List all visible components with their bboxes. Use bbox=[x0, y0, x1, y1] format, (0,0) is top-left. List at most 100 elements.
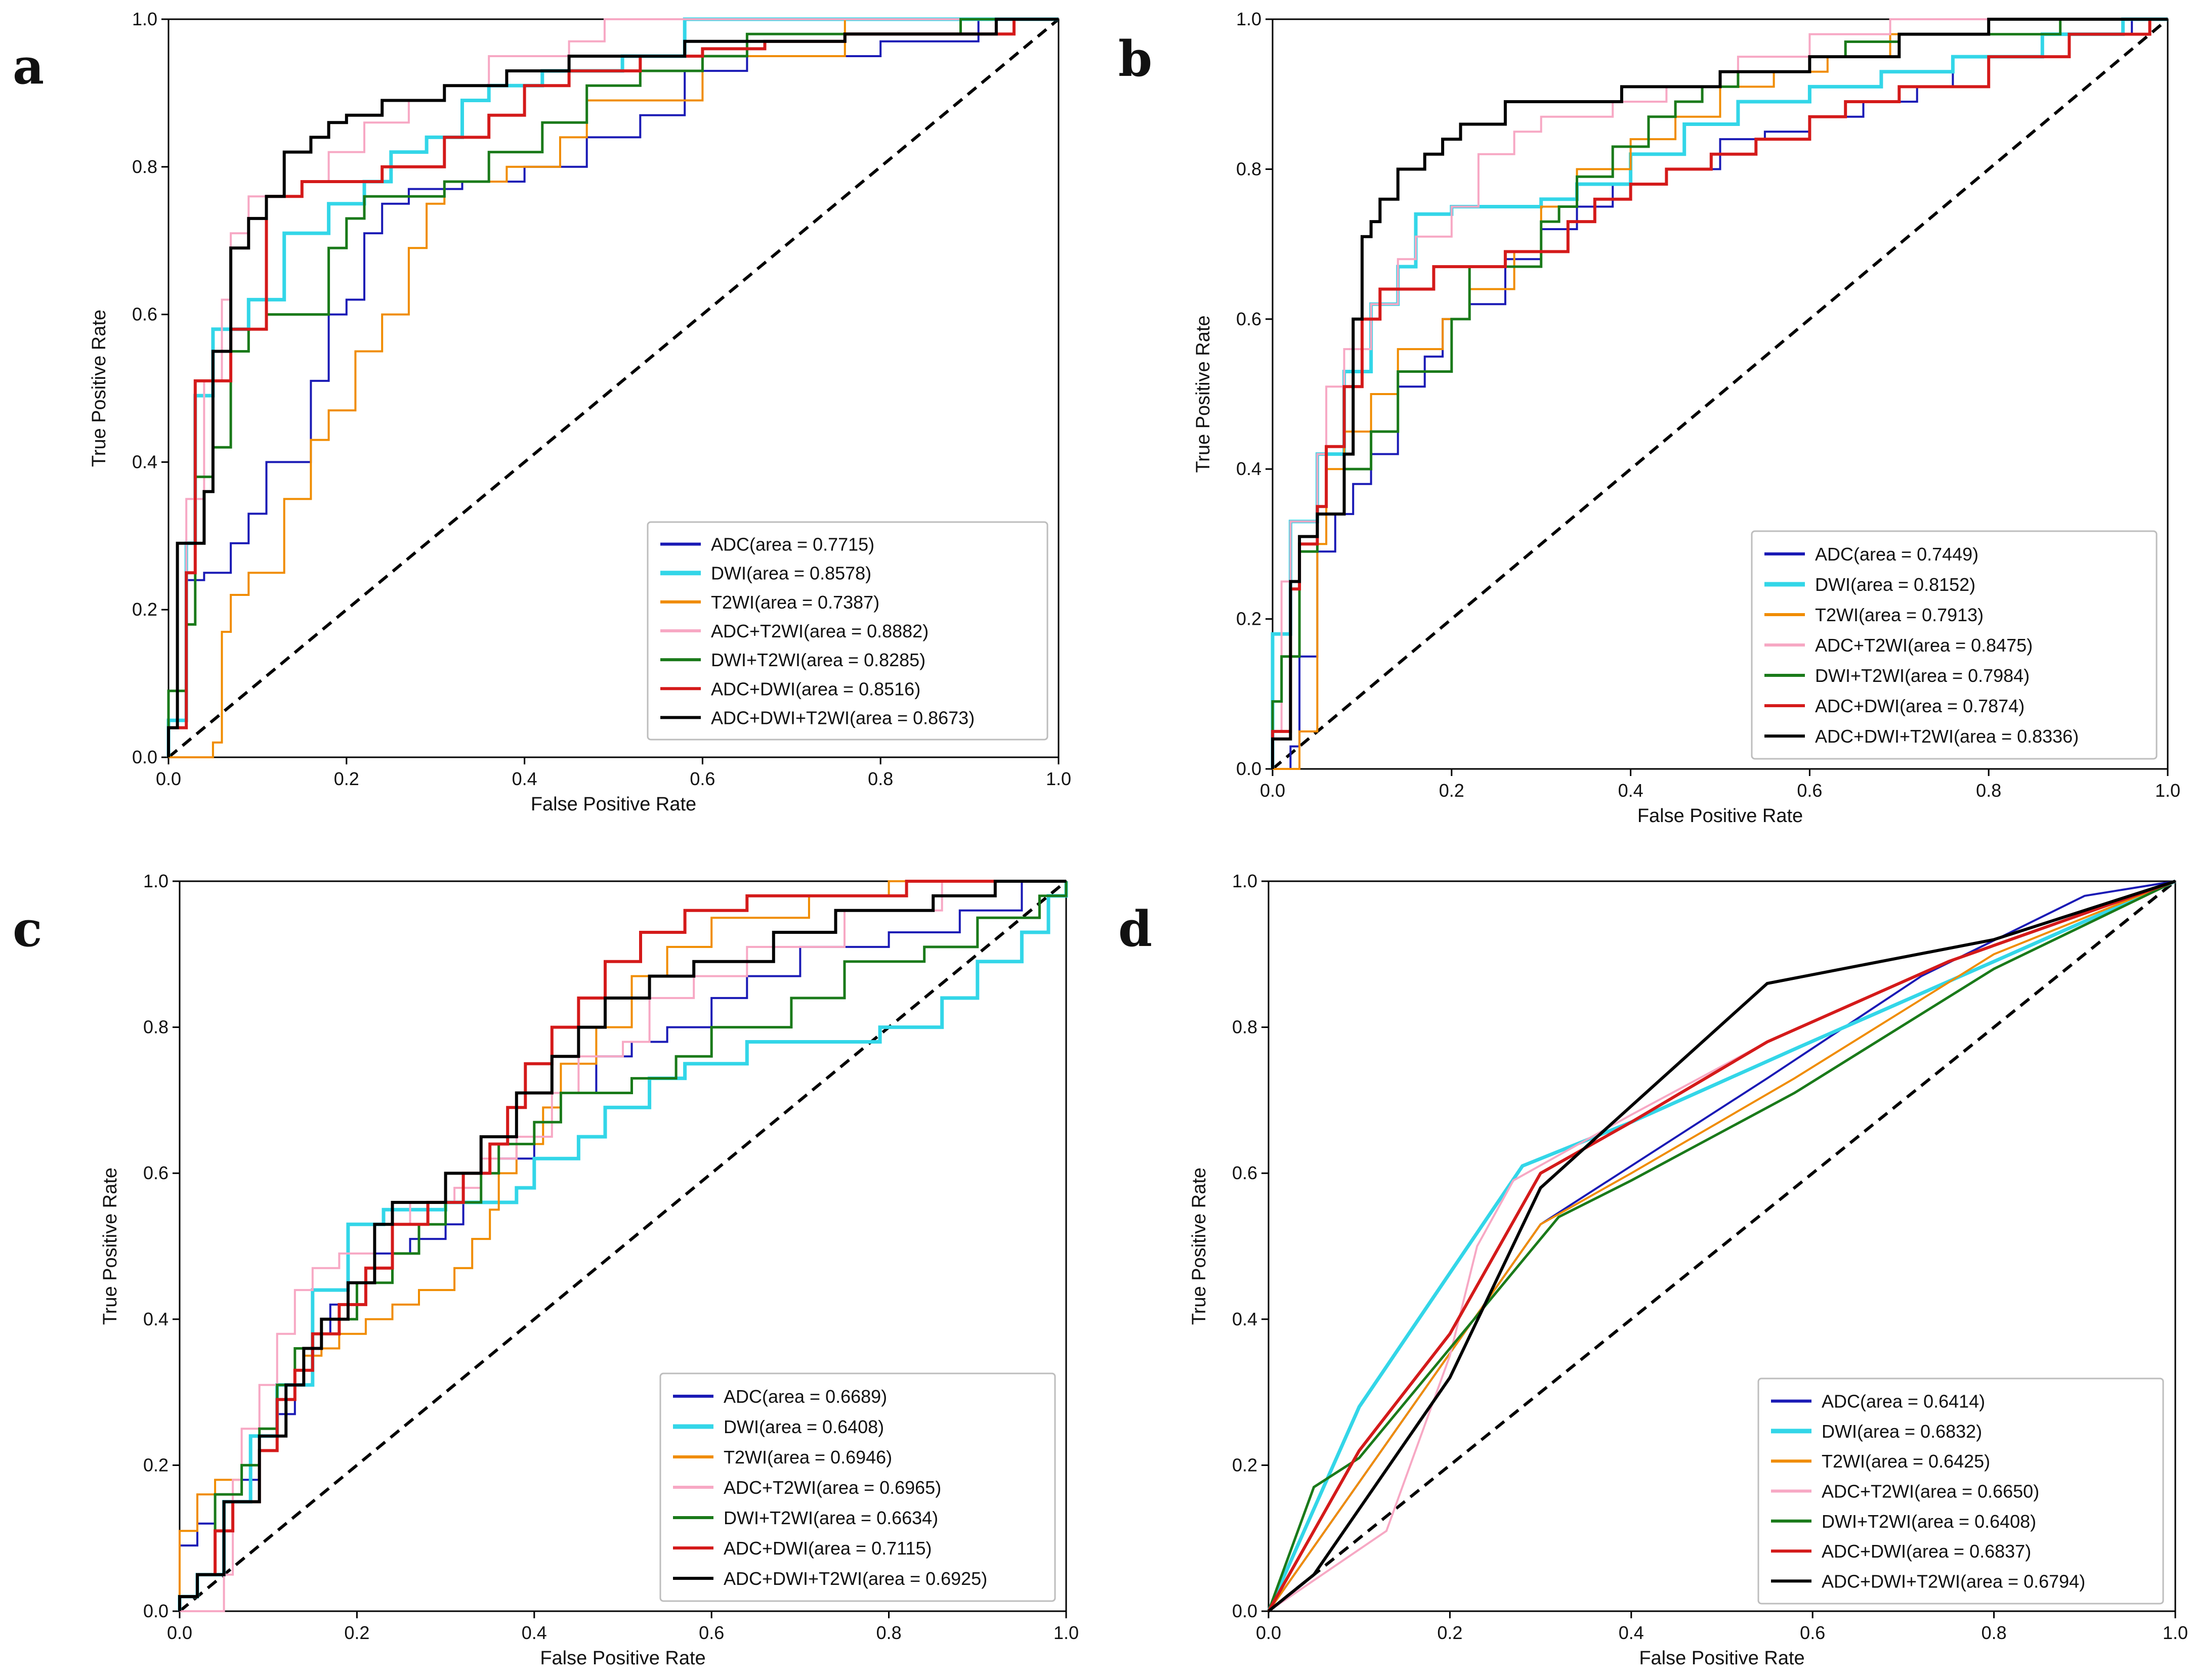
legend: ADC(area = 0.6689) DWI(area = 0.6408) T2WI… bbox=[659, 1372, 1056, 1602]
legend-label: DWI(area = 0.8152) bbox=[1815, 574, 1975, 595]
x-tick-label: 0.4 bbox=[1619, 1622, 1644, 1643]
y-axis-label: True Positive Rate bbox=[1189, 1168, 1210, 1325]
roc-curve-7 bbox=[1268, 880, 2176, 1613]
y-tick-label: 1.0 bbox=[143, 871, 168, 891]
roc-curve-5 bbox=[1267, 880, 2176, 1612]
y-tick-label: 0.0 bbox=[1236, 758, 1261, 779]
x-tick-label: 1.0 bbox=[1053, 1622, 1079, 1643]
y-tick-label: 0.2 bbox=[143, 1454, 168, 1475]
legend-box bbox=[1757, 1377, 2164, 1605]
y-tick-label: 1.0 bbox=[1236, 9, 1261, 29]
legend-label: DWI+T2WI(area = 0.7984) bbox=[1815, 665, 2030, 686]
x-axis-label: False Positive Rate bbox=[531, 794, 696, 815]
x-tick-label: 1.0 bbox=[2155, 780, 2180, 801]
chance-diagonal-line bbox=[1272, 18, 2169, 770]
legend-label: ADC+DWI+T2WI(area = 0.6925) bbox=[724, 1568, 987, 1589]
roc-curve-7 bbox=[178, 880, 1066, 1611]
legend-label: ADC(area = 0.7715) bbox=[711, 534, 874, 555]
y-tick-label: 0.6 bbox=[143, 1162, 168, 1183]
x-tick-label: 0.8 bbox=[1981, 1622, 2007, 1643]
x-tick-label: 0.4 bbox=[522, 1622, 547, 1643]
x-tick-label: 1.0 bbox=[2163, 1622, 2188, 1643]
x-axis-label: False Positive Rate bbox=[540, 1648, 705, 1669]
x-axis-label: False Positive Rate bbox=[1637, 805, 1803, 827]
y-axis-label: True Positive Rate bbox=[100, 1168, 121, 1325]
chart-panel-d: d 0.0 0.2 0.4 0.6 0.8 1.0 0.0 0.2 0.4 0.6 0.8 1.0 Fal… bbox=[1118, 871, 2188, 1669]
x-tick-label: 0.2 bbox=[334, 768, 359, 789]
y-tick-label: 0.6 bbox=[1236, 309, 1261, 329]
x-tick-label: 0.6 bbox=[699, 1622, 724, 1643]
roc-curve-6 bbox=[167, 18, 1059, 757]
x-tick-label: 0.8 bbox=[868, 768, 893, 789]
y-tick-label: 1.0 bbox=[132, 9, 157, 29]
y-tick-label: 0.0 bbox=[143, 1601, 168, 1621]
chart-panel-c: c 0.0 0.2 0.4 0.6 0.8 1.0 0.0 0.2 0.4 0.6 0.8 1.0 Fal… bbox=[13, 871, 1079, 1669]
y-tick-label: 0.8 bbox=[132, 156, 157, 177]
y-tick-label: 0.8 bbox=[143, 1017, 168, 1038]
roc-curve-4 bbox=[180, 880, 1066, 1612]
legend: ADC(area = 0.6414) DWI(area = 0.6832) T2WI… bbox=[1757, 1377, 2164, 1605]
x-tick-label: 0.6 bbox=[690, 768, 715, 789]
legend: ADC(area = 0.7715) DWI(area = 0.8578) T2WI… bbox=[647, 521, 1048, 741]
y-tick-label: 0.8 bbox=[1232, 1017, 1257, 1038]
x-tick-label: 0.4 bbox=[1618, 780, 1643, 801]
y-tick-label: 0.4 bbox=[1236, 458, 1261, 479]
legend-label: ADC+DWI+T2WI(area = 0.6794) bbox=[1822, 1571, 2085, 1591]
legend-label: T2WI(area = 0.7913) bbox=[1815, 605, 1984, 625]
roc-curve-3 bbox=[168, 18, 1059, 758]
legend-label: ADC(area = 0.6689) bbox=[724, 1386, 887, 1407]
y-tick-label: 0.2 bbox=[1232, 1454, 1257, 1475]
x-tick-label: 0.6 bbox=[1800, 1622, 1825, 1643]
legend-label: ADC+DWI+T2WI(area = 0.8336) bbox=[1815, 726, 2079, 747]
x-tick-label: 0.4 bbox=[512, 768, 537, 789]
y-tick-label: 0.2 bbox=[1236, 609, 1261, 629]
panel-letter: d bbox=[1118, 900, 1152, 958]
legend-label: ADC+DWI(area = 0.8516) bbox=[711, 678, 920, 699]
y-tick-label: 0.4 bbox=[132, 451, 157, 472]
chart-panel-b: b 0.0 0.2 0.4 0.6 0.8 1.0 0.0 0.2 0.4 0.6 0.8 1.0 Fal… bbox=[1118, 9, 2180, 827]
panel-letter: b bbox=[1118, 30, 1152, 88]
roc-curve-7 bbox=[1271, 18, 2168, 769]
chance-diagonal-line bbox=[167, 18, 1060, 759]
legend-label: ADC+T2WI(area = 0.8882) bbox=[711, 621, 929, 641]
panel-letter: a bbox=[13, 38, 44, 95]
chance-diagonal-line bbox=[1268, 880, 2176, 1613]
x-tick-label: 0.8 bbox=[1976, 780, 2001, 801]
x-tick-label: 0.2 bbox=[344, 1622, 369, 1643]
roc-curve-6 bbox=[1271, 18, 2168, 769]
plot-frame bbox=[1268, 880, 2176, 1612]
y-tick-label: 0.4 bbox=[1232, 1309, 1257, 1329]
legend-label: DWI+T2WI(area = 0.6408) bbox=[1822, 1511, 2036, 1532]
legend-label: ADC+T2WI(area = 0.6965) bbox=[724, 1477, 941, 1498]
legend-label: ADC+DWI+T2WI(area = 0.8673) bbox=[711, 707, 975, 728]
legend-label: ADC(area = 0.6414) bbox=[1822, 1391, 1985, 1412]
y-tick-label: 0.6 bbox=[1232, 1162, 1257, 1183]
y-axis-label: True Positive Rate bbox=[1193, 315, 1214, 472]
legend-box bbox=[647, 521, 1048, 741]
y-tick-label: 0.6 bbox=[132, 304, 157, 325]
x-axis-label: False Positive Rate bbox=[1639, 1648, 1804, 1669]
x-tick-label: 0.0 bbox=[167, 1622, 192, 1643]
legend-label: T2WI(area = 0.7387) bbox=[711, 592, 879, 613]
legend-box bbox=[1751, 530, 2158, 760]
legend-label: ADC(area = 0.7449) bbox=[1815, 544, 1978, 565]
y-tick-label: 0.0 bbox=[1232, 1601, 1257, 1621]
x-tick-label: 1.0 bbox=[1046, 768, 1071, 789]
y-axis-label: True Positive Rate bbox=[89, 310, 110, 467]
plot-frame bbox=[179, 880, 1067, 1612]
legend-label: DWI+T2WI(area = 0.8285) bbox=[711, 650, 925, 670]
legend-label: DWI(area = 0.6832) bbox=[1822, 1421, 1982, 1442]
legend-label: ADC+DWI(area = 0.6837) bbox=[1822, 1541, 2031, 1562]
legend-label: DWI+T2WI(area = 0.6634) bbox=[724, 1507, 938, 1528]
y-tick-label: 0.0 bbox=[132, 747, 157, 767]
legend-label: DWI(area = 0.8578) bbox=[711, 563, 871, 584]
legend-label: ADC+DWI(area = 0.7874) bbox=[1815, 696, 2025, 716]
x-tick-label: 0.0 bbox=[1260, 780, 1285, 801]
x-tick-label: 0.0 bbox=[156, 768, 181, 789]
legend-label: T2WI(area = 0.6946) bbox=[724, 1447, 892, 1468]
x-tick-label: 0.0 bbox=[1256, 1622, 1281, 1643]
y-tick-label: 0.4 bbox=[143, 1309, 168, 1329]
x-tick-label: 0.8 bbox=[876, 1622, 902, 1643]
y-tick-label: 1.0 bbox=[1232, 871, 1257, 891]
